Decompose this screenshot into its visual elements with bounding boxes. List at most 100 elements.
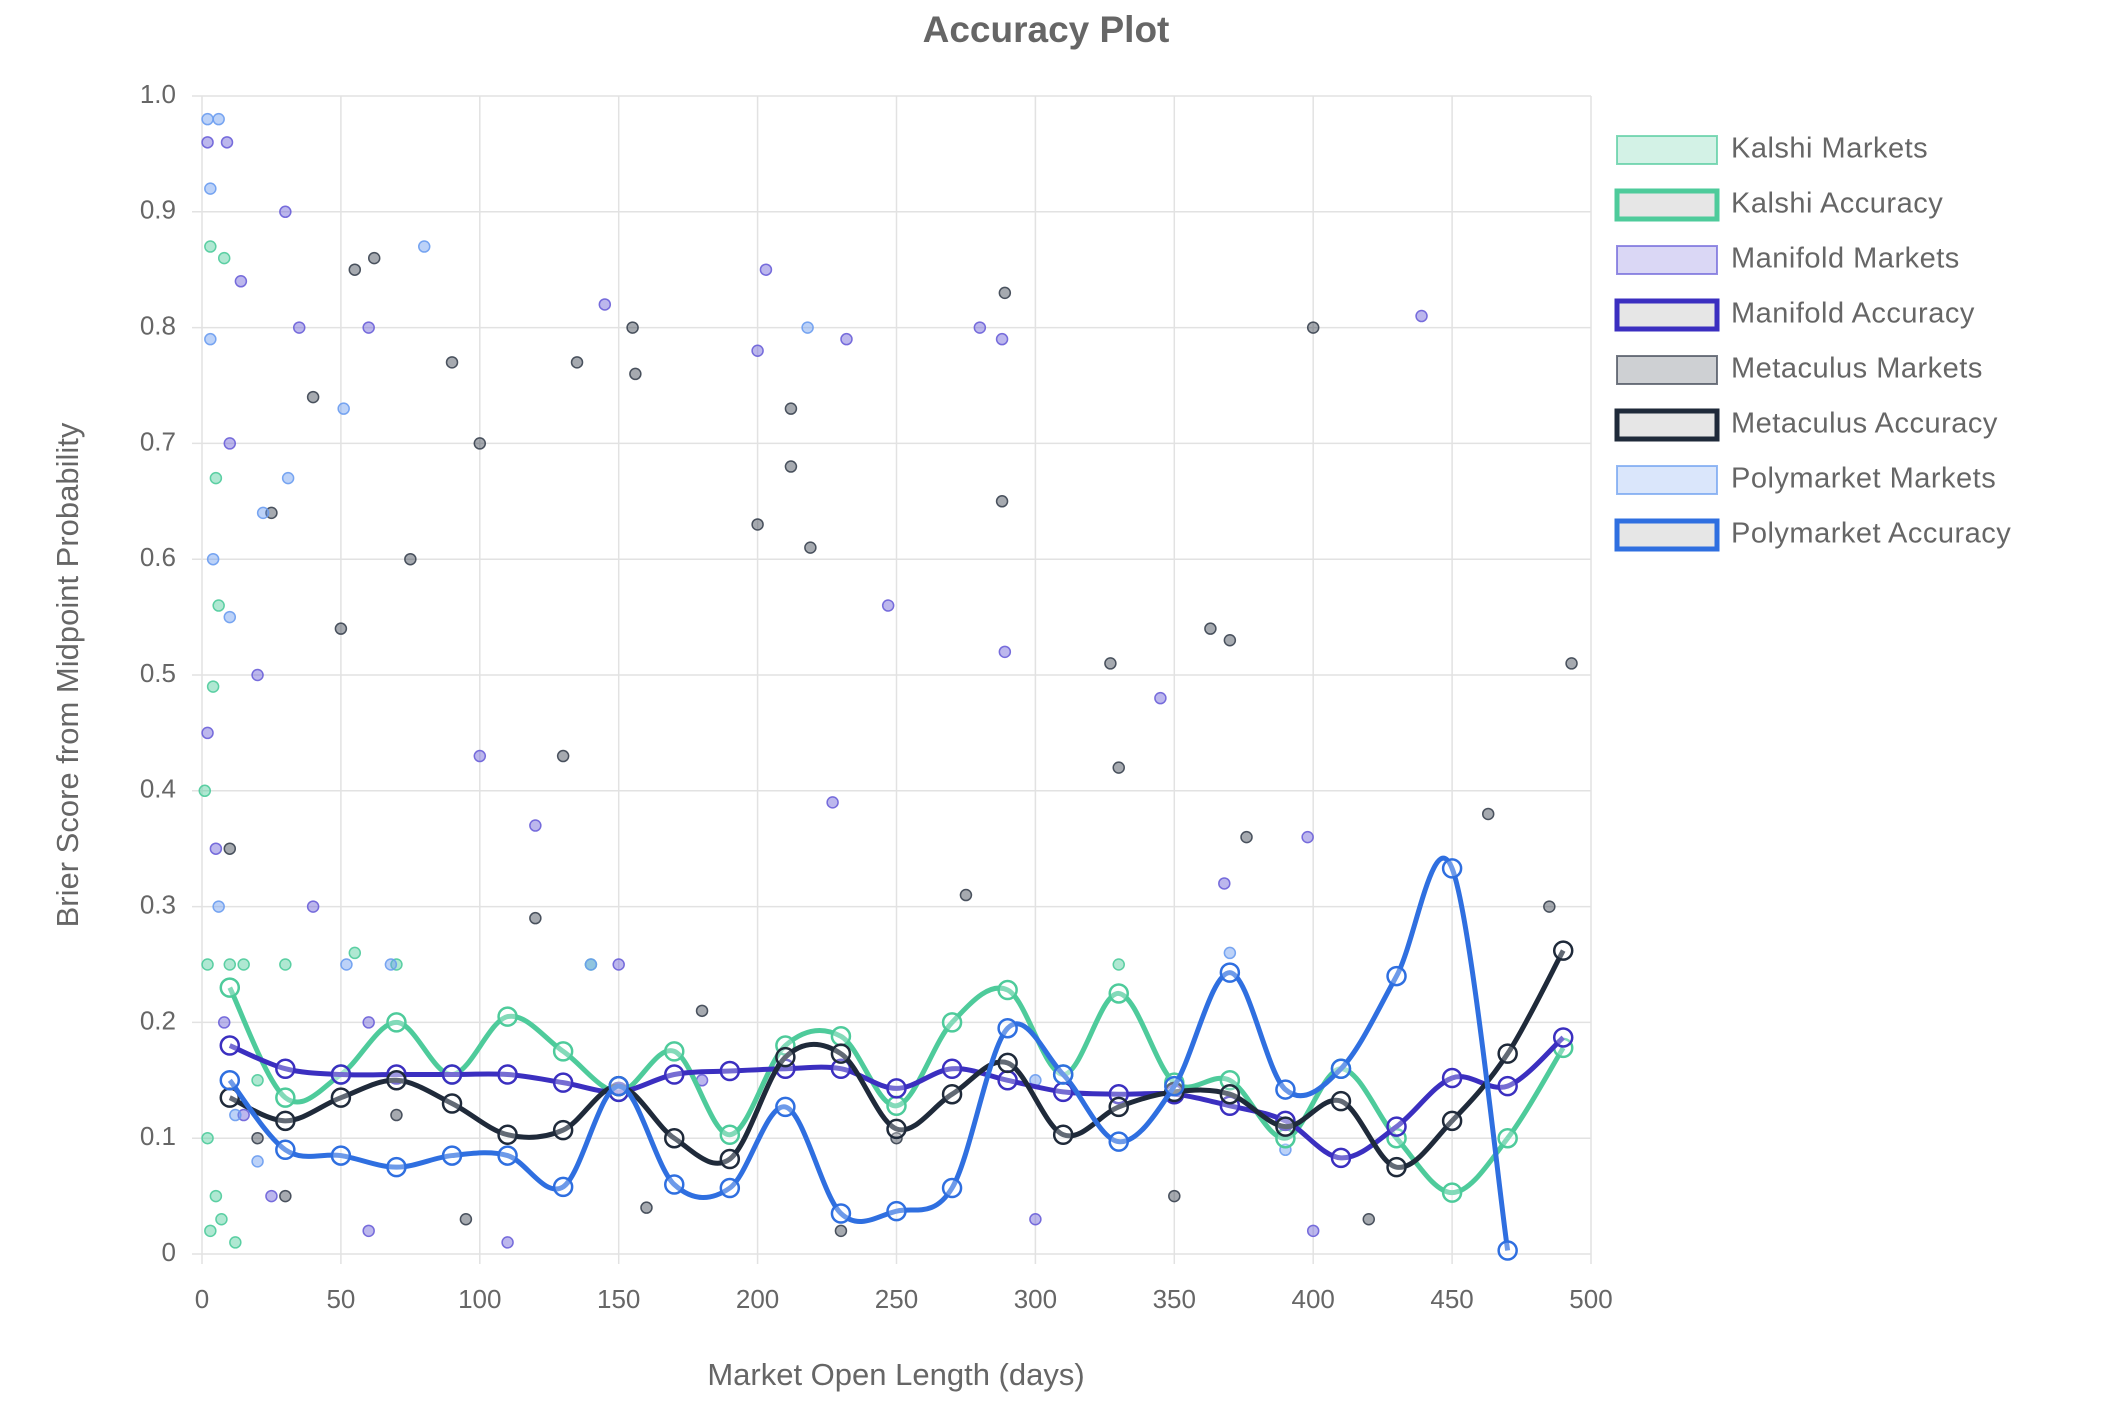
- market-point: [998, 286, 1012, 300]
- market-point: [1029, 1213, 1042, 1226]
- market-point: [209, 1189, 223, 1203]
- y-tick-label: 0: [162, 1237, 176, 1267]
- accuracy-point: [664, 1127, 685, 1149]
- market-point: [1154, 691, 1167, 705]
- market-point: [1104, 657, 1117, 670]
- accuracy-point: [775, 1096, 796, 1118]
- accuracy-point: [1330, 1090, 1352, 1112]
- accuracy-point: [552, 1072, 574, 1093]
- market-point: [204, 182, 217, 195]
- x-tick-label: 300: [1014, 1284, 1057, 1314]
- market-point: [1543, 900, 1556, 913]
- accuracy-point: [497, 1064, 518, 1085]
- accuracy-point: [497, 1145, 518, 1166]
- market-point: [334, 622, 348, 635]
- market-point: [1112, 761, 1125, 774]
- accuracy-point: [552, 1041, 574, 1062]
- market-point: [473, 749, 487, 763]
- legend-label: Polymarket Accuracy: [1731, 518, 2011, 550]
- y-axis-label: Brier Score from Midpoint Probability: [50, 422, 85, 927]
- market-point: [212, 112, 225, 126]
- accuracy-point: [886, 1200, 907, 1222]
- y-tick-label: 1.0: [140, 79, 176, 109]
- market-point: [417, 240, 431, 253]
- market-point: [204, 332, 217, 346]
- x-tick-label: 500: [1569, 1284, 1612, 1314]
- x-tick-label: 450: [1430, 1284, 1473, 1314]
- accuracy-point: [941, 1058, 963, 1079]
- accuracy-point: [275, 1058, 296, 1079]
- legend-swatch: [1616, 465, 1718, 495]
- legend-swatch: [1616, 135, 1718, 165]
- market-point: [751, 518, 764, 531]
- market-point: [237, 958, 250, 971]
- y-tick-label: 0.6: [140, 542, 176, 572]
- accuracy-point: [997, 1017, 1018, 1039]
- market-point: [1415, 309, 1428, 323]
- market-point: [212, 599, 225, 612]
- x-tick-label: 200: [736, 1284, 779, 1314]
- accuracy-point: [1108, 1131, 1129, 1152]
- accuracy-point: [386, 1012, 407, 1033]
- market-point: [220, 136, 234, 149]
- legend-label: Kalshi Markets: [1731, 133, 1928, 165]
- legend-label: Metaculus Accuracy: [1731, 408, 1998, 440]
- market-point: [995, 332, 1009, 346]
- market-point: [229, 1236, 242, 1249]
- accuracy-point: [1275, 1079, 1296, 1100]
- market-point: [1362, 1213, 1376, 1226]
- accuracy-line: [228, 1035, 1565, 1161]
- market-point: [570, 356, 584, 369]
- legend-label: Polymarket Markets: [1731, 463, 1996, 495]
- accuracy-point: [1330, 1147, 1352, 1169]
- market-point: [201, 726, 214, 740]
- market-point: [340, 958, 353, 971]
- y-tick-label: 0.1: [140, 1121, 176, 1151]
- accuracy-point: [941, 1083, 963, 1105]
- accuracy-point: [886, 1095, 907, 1117]
- market-point: [959, 888, 973, 902]
- market-point: [201, 112, 214, 126]
- accuracy-point: [830, 1058, 852, 1079]
- accuracy-point: [1497, 1075, 1518, 1097]
- legend-swatch: [1616, 355, 1718, 385]
- market-point: [1481, 807, 1495, 821]
- accuracy-point: [1497, 1043, 1518, 1064]
- accuracy-point: [1219, 962, 1241, 983]
- accuracy-point: [1330, 1058, 1352, 1079]
- accuracy-point: [664, 1064, 685, 1085]
- accuracy-point: [1441, 1182, 1463, 1203]
- market-point: [198, 784, 212, 798]
- market-point: [556, 749, 570, 763]
- market-point: [384, 958, 398, 971]
- market-point: [279, 1189, 292, 1203]
- x-tick-label: 250: [875, 1284, 918, 1314]
- y-tick-label: 0.4: [140, 774, 176, 804]
- accuracy-point: [330, 1064, 352, 1085]
- accuracy-point: [664, 1041, 685, 1062]
- accuracy-point: [441, 1145, 463, 1166]
- market-point: [501, 1236, 514, 1249]
- accuracy-point: [552, 1176, 574, 1198]
- market-point: [834, 1224, 848, 1238]
- market-point: [881, 599, 895, 612]
- accuracy-point: [886, 1118, 907, 1140]
- market-point: [201, 1131, 214, 1145]
- market-point: [612, 958, 625, 971]
- accuracy-point: [275, 1087, 296, 1108]
- market-point: [1223, 634, 1237, 647]
- accuracy-point: [1219, 1083, 1241, 1105]
- market-point: [367, 251, 381, 265]
- market-point: [784, 402, 798, 415]
- market-point: [1223, 946, 1237, 960]
- accuracy-point: [441, 1093, 463, 1114]
- market-point: [1565, 657, 1578, 670]
- market-point: [584, 958, 598, 971]
- accuracy-point: [275, 1139, 296, 1161]
- market-point: [751, 344, 764, 358]
- accuracy-point: [886, 1078, 907, 1099]
- accuracy-point: [1164, 1075, 1185, 1097]
- accuracy-point: [1108, 1096, 1129, 1118]
- legend-swatch: [1614, 298, 1720, 332]
- market-point: [209, 842, 223, 855]
